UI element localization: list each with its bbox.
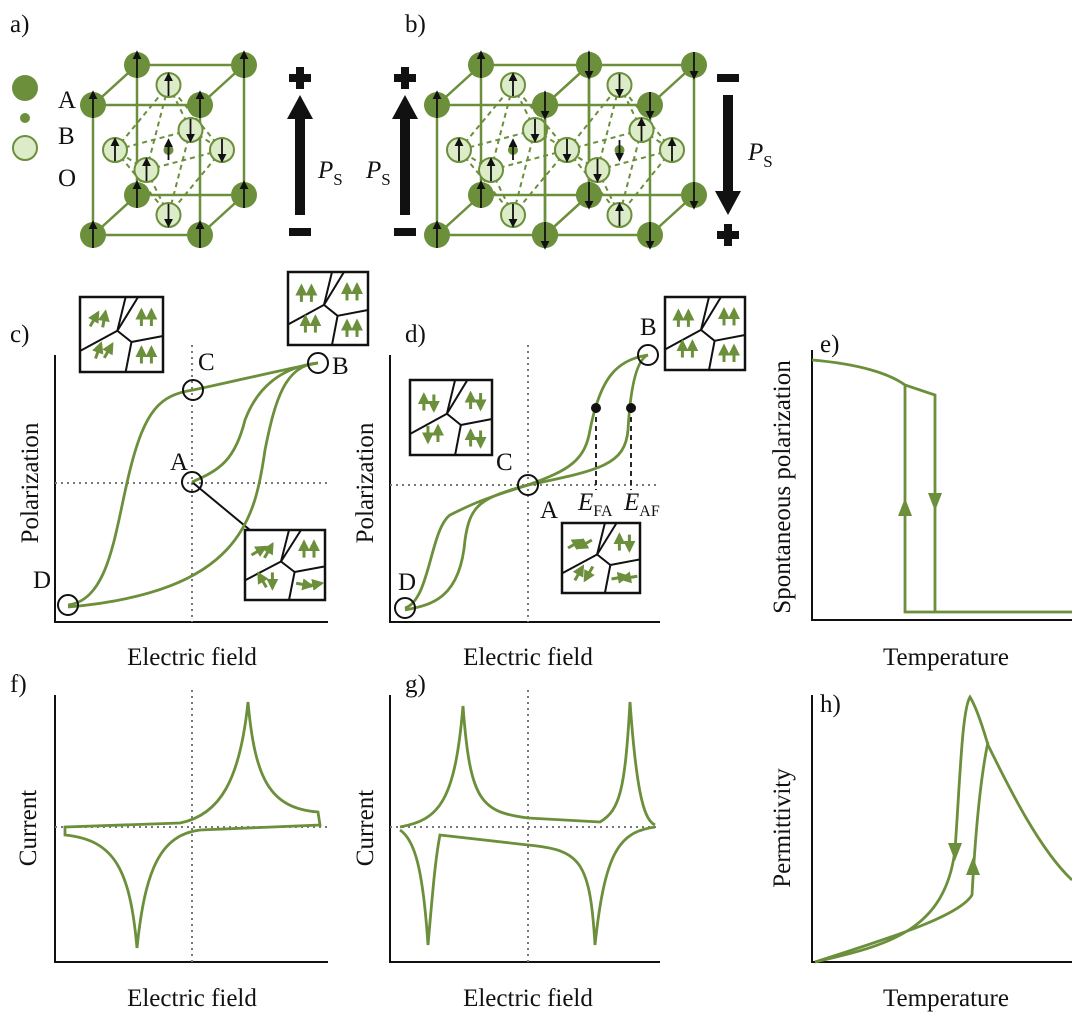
y-axis-label: Polarization bbox=[17, 422, 44, 543]
subscript: AF bbox=[639, 503, 660, 520]
legend-o-atom bbox=[13, 136, 37, 160]
domain-inset bbox=[80, 297, 163, 372]
polarization-label: PS bbox=[317, 157, 343, 189]
subscript: S bbox=[333, 170, 342, 189]
polarization-arrow bbox=[723, 95, 733, 195]
y-axis-label: Permittivity bbox=[769, 768, 796, 888]
direction-arrow bbox=[928, 493, 942, 511]
curve bbox=[815, 742, 988, 962]
curve bbox=[192, 363, 318, 482]
curve bbox=[812, 360, 1072, 612]
x-axis-label: Electric field bbox=[463, 985, 593, 1012]
symbol: E bbox=[577, 489, 593, 516]
legend-b-atom bbox=[20, 113, 30, 123]
x-axis-label: Electric field bbox=[463, 644, 593, 671]
y-axis-label: Current bbox=[15, 790, 42, 866]
polarization-label: PS bbox=[747, 139, 773, 171]
minus-sign bbox=[289, 228, 311, 236]
subscript: S bbox=[763, 152, 772, 171]
panel-label: b) bbox=[405, 11, 426, 38]
polarization-label: PS bbox=[365, 157, 391, 189]
domain-inset bbox=[245, 530, 325, 600]
direction-arrow bbox=[948, 843, 962, 861]
figure: a) b) c) d) e) f) g) h) A B O PS PS PS A… bbox=[0, 0, 1072, 1016]
axis bbox=[812, 350, 1072, 620]
field-label: EFA bbox=[577, 489, 613, 520]
y-axis-label: Polarization bbox=[352, 422, 379, 543]
x-axis-label: Electric field bbox=[127, 985, 257, 1012]
point-label: D bbox=[398, 569, 416, 596]
point-label: A bbox=[540, 497, 558, 524]
x-axis-label: Electric field bbox=[127, 644, 257, 671]
panel-label: f) bbox=[10, 671, 27, 698]
panel-label: h) bbox=[820, 691, 841, 718]
plus-sign bbox=[296, 67, 304, 89]
subscript: S bbox=[381, 170, 390, 189]
polarization-arrow bbox=[400, 115, 410, 215]
panel-label: c) bbox=[10, 321, 29, 348]
point-label: C bbox=[496, 449, 513, 476]
symbol: P bbox=[317, 157, 333, 184]
panel-label: e) bbox=[820, 331, 839, 358]
polarization-arrowhead bbox=[287, 95, 313, 119]
symbol: P bbox=[747, 139, 763, 166]
page: {"panels": { "a": {"label": "a)", "legen… bbox=[0, 0, 1072, 1016]
subscript: FA bbox=[593, 503, 613, 520]
minus-sign bbox=[394, 228, 416, 236]
point-label: A bbox=[170, 449, 188, 476]
domain-inset bbox=[288, 272, 368, 345]
domain-inset bbox=[665, 297, 745, 370]
domain-inset bbox=[562, 523, 640, 593]
domain-inset bbox=[410, 380, 492, 455]
y-axis-label: Current bbox=[352, 790, 379, 866]
symbol: P bbox=[365, 157, 381, 184]
symbol: E bbox=[623, 489, 639, 516]
point-label: B bbox=[332, 353, 349, 380]
legend-label: B bbox=[58, 123, 75, 150]
plus-sign bbox=[401, 67, 409, 89]
plus-sign bbox=[724, 224, 732, 246]
minus-sign bbox=[717, 74, 739, 82]
panel-label: d) bbox=[405, 321, 426, 348]
polarization-arrowhead bbox=[392, 95, 418, 119]
point-label: B bbox=[640, 314, 657, 341]
x-axis-label: Temperature bbox=[883, 985, 1009, 1012]
polarization-arrowhead bbox=[715, 191, 741, 215]
field-label: EAF bbox=[623, 489, 660, 520]
curve bbox=[815, 697, 1072, 962]
curve bbox=[400, 827, 655, 945]
y-axis-label: Spontaneous polarization bbox=[769, 360, 796, 614]
direction-arrow bbox=[898, 498, 912, 516]
legend-label: A bbox=[58, 87, 76, 114]
point-label: C bbox=[198, 349, 215, 376]
x-axis-label: Temperature bbox=[883, 644, 1009, 671]
legend-a-atom bbox=[12, 75, 38, 101]
point-label: D bbox=[33, 567, 51, 594]
polarization-arrow bbox=[295, 115, 305, 215]
legend-label: O bbox=[58, 165, 76, 192]
direction-arrow bbox=[966, 857, 980, 875]
panel-label: a) bbox=[10, 11, 29, 38]
panel-label: g) bbox=[405, 671, 426, 698]
